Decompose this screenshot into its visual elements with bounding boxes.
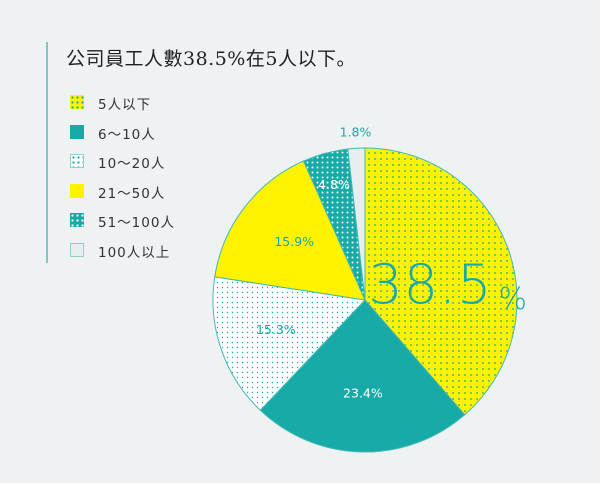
slice-label: 23.4%: [343, 386, 383, 401]
chart-title: 公司員工人數38.5%在5人以下。: [66, 48, 356, 70]
pie-slice: [259, 299, 466, 453]
legend-swatch: [70, 95, 84, 109]
legend-swatch: [70, 242, 84, 257]
pie-slice: [364, 147, 518, 416]
slice-label: 4.8%: [318, 177, 350, 192]
pie-slice: [212, 276, 367, 411]
legend-label: 5人以下: [98, 97, 152, 113]
legend-label: 51～100人: [98, 215, 175, 231]
pie-slice: [214, 160, 366, 301]
legend-swatch: [70, 154, 84, 168]
legend-swatch: [70, 124, 84, 139]
legend-label: 10～20人: [98, 156, 166, 172]
slice-label: 15.3%: [256, 322, 296, 337]
pie-slices: [212, 147, 518, 453]
legend-label: 6～10人: [98, 126, 156, 143]
legend-swatch: [70, 183, 84, 198]
legend-label: 21～50人: [98, 185, 166, 202]
slice-label: 1.8%: [340, 125, 372, 140]
slice-label: 15.9%: [274, 234, 314, 249]
pie-slice: [347, 147, 366, 301]
legend-swatch: [70, 213, 84, 227]
legend-label: 100人以上: [98, 244, 171, 261]
accent-bar: [46, 42, 48, 263]
